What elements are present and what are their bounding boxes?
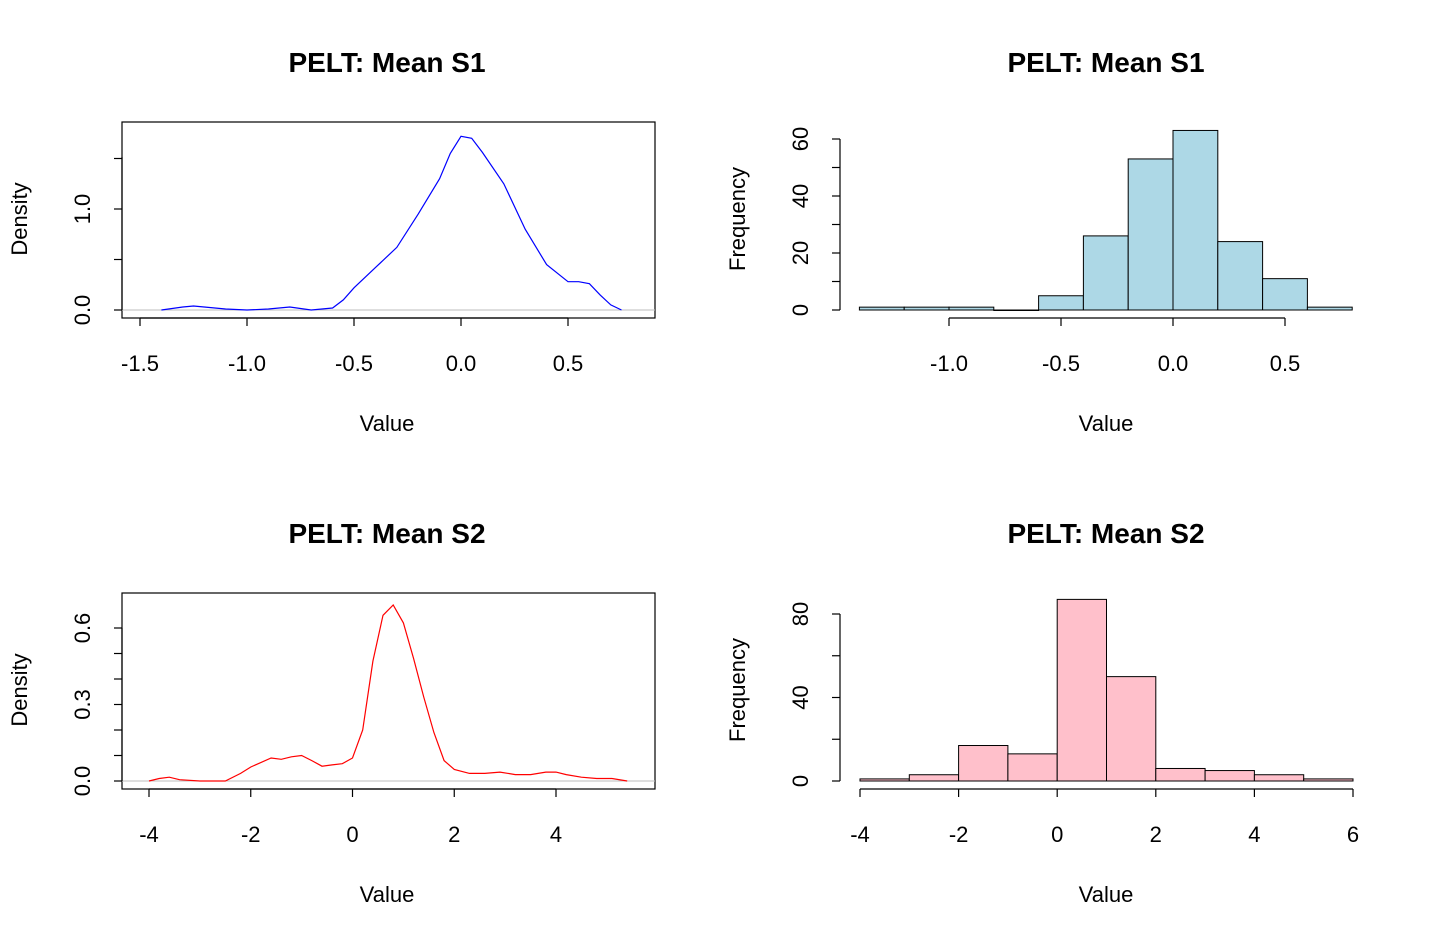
y-ticks: 0.0 0.3 0.6 <box>70 613 122 797</box>
histogram-bar <box>1038 295 1084 311</box>
chart-title: PELT: Mean S1 <box>288 47 485 78</box>
x-tick-label: 2 <box>448 822 460 847</box>
plot-box <box>121 592 656 790</box>
histogram-bar <box>1306 306 1353 311</box>
y-tick-label: 0.0 <box>70 295 95 326</box>
x-axis-label: Value <box>360 882 415 907</box>
panel-density-s2: PELT: Mean S2 Value Density -4 -2 0 2 4 0.00… <box>7 518 656 907</box>
y-tick-label: 0.6 <box>70 613 95 644</box>
density-curve <box>148 604 628 782</box>
panel-histogram-s2: PELT: Mean S2 Value Frequency -4 -2 0 2 4 6 0… <box>725 518 1359 907</box>
y-tick-label: 0 <box>788 775 813 787</box>
x-tick-label: -4 <box>139 822 159 847</box>
x-tick-label: 0 <box>1051 822 1063 847</box>
histogram-bar <box>1007 753 1058 782</box>
x-axis-label: Value <box>360 411 415 436</box>
y-tick-label: 40 <box>788 184 813 208</box>
x-tick-label: 2 <box>1150 822 1162 847</box>
histogram-bar <box>1172 129 1219 311</box>
histogram-bar <box>1262 278 1308 311</box>
x-tick-label: 0.0 <box>1158 351 1189 376</box>
histogram-bar <box>908 774 960 782</box>
histogram-bar <box>1127 158 1174 311</box>
x-tick-label: -1.0 <box>930 351 968 376</box>
x-tick-label: 0.5 <box>553 351 584 376</box>
histogram-bar <box>1106 676 1157 782</box>
histogram-bar <box>903 306 950 311</box>
x-tick-label: 6 <box>1347 822 1359 847</box>
x-tick-label: 0 <box>346 822 358 847</box>
histogram-bar <box>993 309 1040 311</box>
chart-title: PELT: Mean S2 <box>288 518 485 549</box>
histogram-bar <box>859 778 910 782</box>
histogram-bar <box>958 745 1009 782</box>
histogram-bars <box>859 598 1354 782</box>
y-tick-label: 20 <box>788 241 813 265</box>
histogram-bars <box>858 129 1353 311</box>
panel-histogram-s1: PELT: Mean S1 Value Frequency -1.0 -0.5 0.… <box>725 47 1353 436</box>
histogram-bar <box>1082 235 1129 311</box>
x-ticks: -4 -2 0 2 4 6 <box>850 789 1359 847</box>
x-tick-label: 0.5 <box>1270 351 1301 376</box>
y-tick-label: 0 <box>788 304 813 316</box>
x-tick-label: -2 <box>949 822 969 847</box>
histogram-bar <box>1217 241 1264 311</box>
x-tick-label: 0.0 <box>446 351 477 376</box>
histogram-bar <box>1253 774 1305 782</box>
x-tick-label: -4 <box>850 822 870 847</box>
y-tick-label: 40 <box>788 685 813 709</box>
y-ticks: 0.0 1.0 <box>70 157 122 326</box>
y-tick-label: 0.0 <box>70 766 95 797</box>
y-axis-label: Frequency <box>725 638 750 742</box>
x-ticks: -1.0 -0.5 0.0 0.5 <box>930 318 1300 376</box>
x-tick-label: -1.0 <box>228 351 266 376</box>
x-tick-label: -1.5 <box>121 351 159 376</box>
density-curve <box>161 135 622 311</box>
y-axis-label: Density <box>7 653 32 726</box>
y-tick-label: 1.0 <box>70 194 95 225</box>
histogram-bar <box>948 306 995 311</box>
y-tick-label: 80 <box>788 602 813 626</box>
y-ticks: 0 40 80 <box>788 602 840 787</box>
x-tick-label: 4 <box>550 822 562 847</box>
chart-title: PELT: Mean S1 <box>1007 47 1204 78</box>
panel-density-s1: PELT: Mean S1 Value Density -1.5 -1.0 -0.5… <box>7 47 656 436</box>
y-tick-label: 60 <box>788 127 813 151</box>
x-tick-label: -0.5 <box>335 351 373 376</box>
x-tick-label: -0.5 <box>1042 351 1080 376</box>
chart-title: PELT: Mean S2 <box>1007 518 1204 549</box>
x-ticks: -1.5 -1.0 -0.5 0.0 0.5 <box>121 318 583 376</box>
histogram-bar <box>1155 767 1206 782</box>
x-ticks: -4 -2 0 2 4 <box>139 789 562 847</box>
histogram-bar <box>1056 598 1107 782</box>
x-axis-label: Value <box>1079 411 1134 436</box>
x-tick-label: -2 <box>241 822 261 847</box>
x-axis-label: Value <box>1079 882 1134 907</box>
histogram-bar <box>858 306 905 311</box>
x-tick-label: 4 <box>1248 822 1260 847</box>
plot-box <box>121 121 656 319</box>
y-axis-label: Density <box>7 182 32 255</box>
y-axis-label: Frequency <box>725 167 750 271</box>
histogram-bar <box>1204 770 1255 782</box>
y-ticks: 0 20 40 60 <box>788 127 840 316</box>
y-tick-label: 0.3 <box>70 689 95 720</box>
histogram-bar <box>1303 778 1354 782</box>
